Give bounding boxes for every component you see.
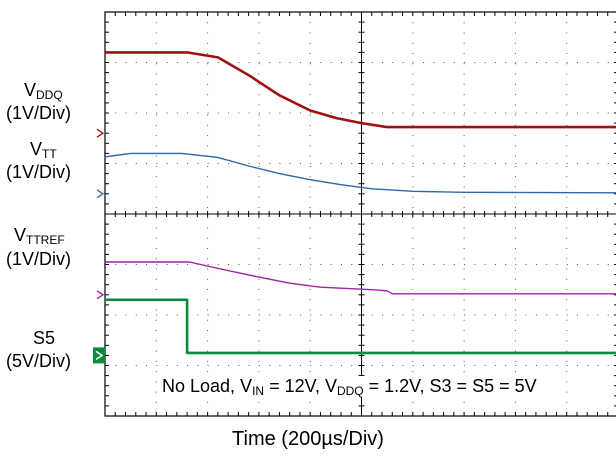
trace-s5 — [105, 298, 616, 355]
scale-vttref: (1V/Div) — [6, 249, 72, 269]
label-vttref: VTTREF — [14, 225, 65, 247]
scale-vddq: (1V/Div) — [6, 103, 72, 123]
trace-tt — [104, 152, 616, 194]
test-conditions-annotation: No Load, VIN = 12V, VDDQ = 1.2V, S3 = S5… — [160, 376, 539, 398]
scale-vtt: (1V/Div) — [6, 162, 72, 182]
label-vtt: VTT — [30, 139, 57, 161]
x-axis-label: Time (200µs/Div) — [232, 428, 384, 450]
grid — [104, 11, 616, 417]
ground-marker-ddq — [96, 128, 105, 138]
trace-ddq — [105, 51, 616, 129]
label-vddq: VDDQ — [24, 80, 63, 102]
trace-ttref — [105, 261, 616, 295]
ground-marker-arrow — [95, 350, 104, 361]
ground-markers — [93, 128, 105, 364]
label-s5: S5 — [33, 328, 56, 348]
scale-s5: (5V/Div) — [6, 351, 72, 371]
ground-marker-ttref — [96, 290, 105, 300]
ground-marker-tt — [96, 189, 105, 199]
traces — [104, 51, 616, 355]
